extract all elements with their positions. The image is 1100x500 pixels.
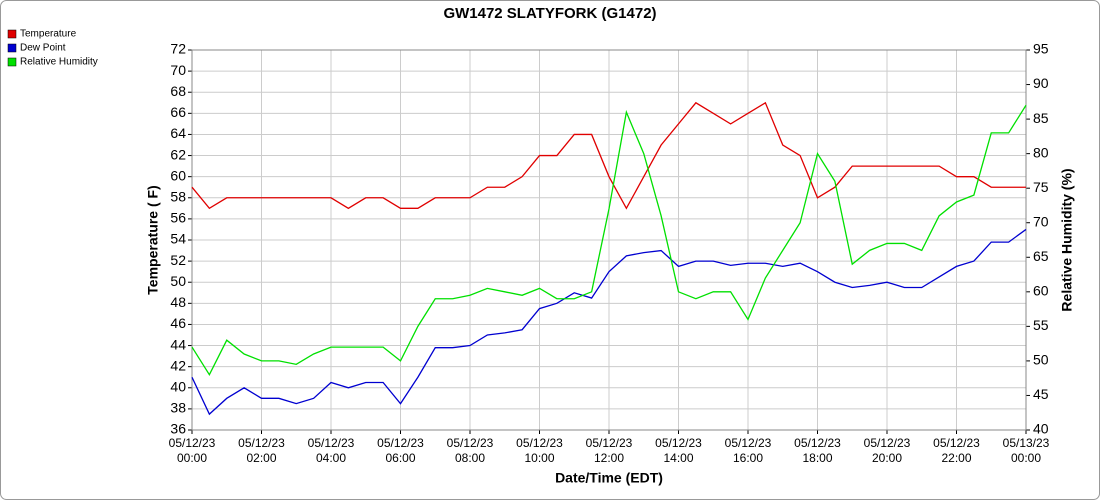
y2-tick-label: 70 xyxy=(1033,213,1049,229)
y2-axis-label: Relative Humidity (%) xyxy=(1059,168,1075,311)
legend-label: Dew Point xyxy=(20,43,66,54)
legend-label: Temperature xyxy=(20,29,77,40)
x-tick-label: 05/12/23 20:00 xyxy=(864,436,911,465)
y2-tick-label: 50 xyxy=(1033,352,1049,368)
series-line xyxy=(191,228,1027,416)
y2-tick-label: 45 xyxy=(1033,386,1049,402)
x-tick-label: 05/13/23 00:00 xyxy=(1003,436,1050,465)
x-tick-label: 05/12/23 08:00 xyxy=(447,436,494,465)
legend-swatch xyxy=(7,29,17,39)
chart-title: GW1472 SLATYFORK (G1472) xyxy=(443,5,656,22)
x-tick-label: 05/12/23 10:00 xyxy=(516,436,563,465)
y2-tick-label: 55 xyxy=(1033,317,1049,333)
y-tick-label: 72 xyxy=(170,41,186,57)
y-tick-label: 50 xyxy=(170,273,186,289)
y-tick-label: 70 xyxy=(170,62,186,78)
x-tick-label: 05/12/23 16:00 xyxy=(725,436,772,465)
y-tick-label: 68 xyxy=(170,83,186,99)
y-tick-label: 62 xyxy=(170,146,186,162)
y2-tick-label: 60 xyxy=(1033,283,1049,299)
y-tick-label: 46 xyxy=(170,315,186,331)
y-tick-label: 48 xyxy=(170,294,186,310)
x-tick-label: 05/12/23 04:00 xyxy=(308,436,355,465)
series-line xyxy=(191,104,1027,377)
x-tick-label: 05/12/23 14:00 xyxy=(655,436,702,465)
y-axis-label: Temperature ( F) xyxy=(145,185,161,294)
y-tick-label: 56 xyxy=(170,210,186,226)
legend-swatch xyxy=(7,43,17,53)
x-tick-label: 05/12/23 02:00 xyxy=(238,436,285,465)
x-tick-label: 05/12/23 06:00 xyxy=(377,436,424,465)
x-tick-label: 05/12/23 12:00 xyxy=(586,436,633,465)
y2-tick-label: 90 xyxy=(1033,75,1049,91)
y-tick-label: 36 xyxy=(170,421,186,437)
y-tick-label: 40 xyxy=(170,378,186,394)
legend-swatch xyxy=(7,57,17,67)
y-tick-label: 38 xyxy=(170,400,186,416)
y-tick-label: 42 xyxy=(170,357,186,373)
y-tick-label: 54 xyxy=(170,231,186,247)
y2-tick-label: 85 xyxy=(1033,110,1049,126)
series-line xyxy=(191,101,1026,210)
y-tick-label: 60 xyxy=(170,167,186,183)
x-tick-label: 05/12/23 22:00 xyxy=(933,436,980,465)
y2-tick-label: 40 xyxy=(1033,421,1049,437)
legend-label: Relative Humidity xyxy=(20,57,98,68)
y2-tick-label: 80 xyxy=(1033,144,1049,160)
plot-area xyxy=(191,49,1027,431)
y2-tick-label: 75 xyxy=(1033,179,1049,195)
y-tick-label: 58 xyxy=(170,188,186,204)
y-tick-label: 44 xyxy=(170,336,186,352)
x-tick-label: 05/12/23 00:00 xyxy=(169,436,216,465)
x-tick-label: 05/12/23 18:00 xyxy=(794,436,841,465)
y-tick-label: 66 xyxy=(170,104,186,120)
x-axis-label: Date/Time (EDT) xyxy=(555,470,663,486)
y2-tick-label: 95 xyxy=(1033,41,1049,57)
y2-tick-label: 65 xyxy=(1033,248,1049,264)
y-tick-label: 64 xyxy=(170,125,186,141)
y-tick-label: 52 xyxy=(170,252,186,268)
